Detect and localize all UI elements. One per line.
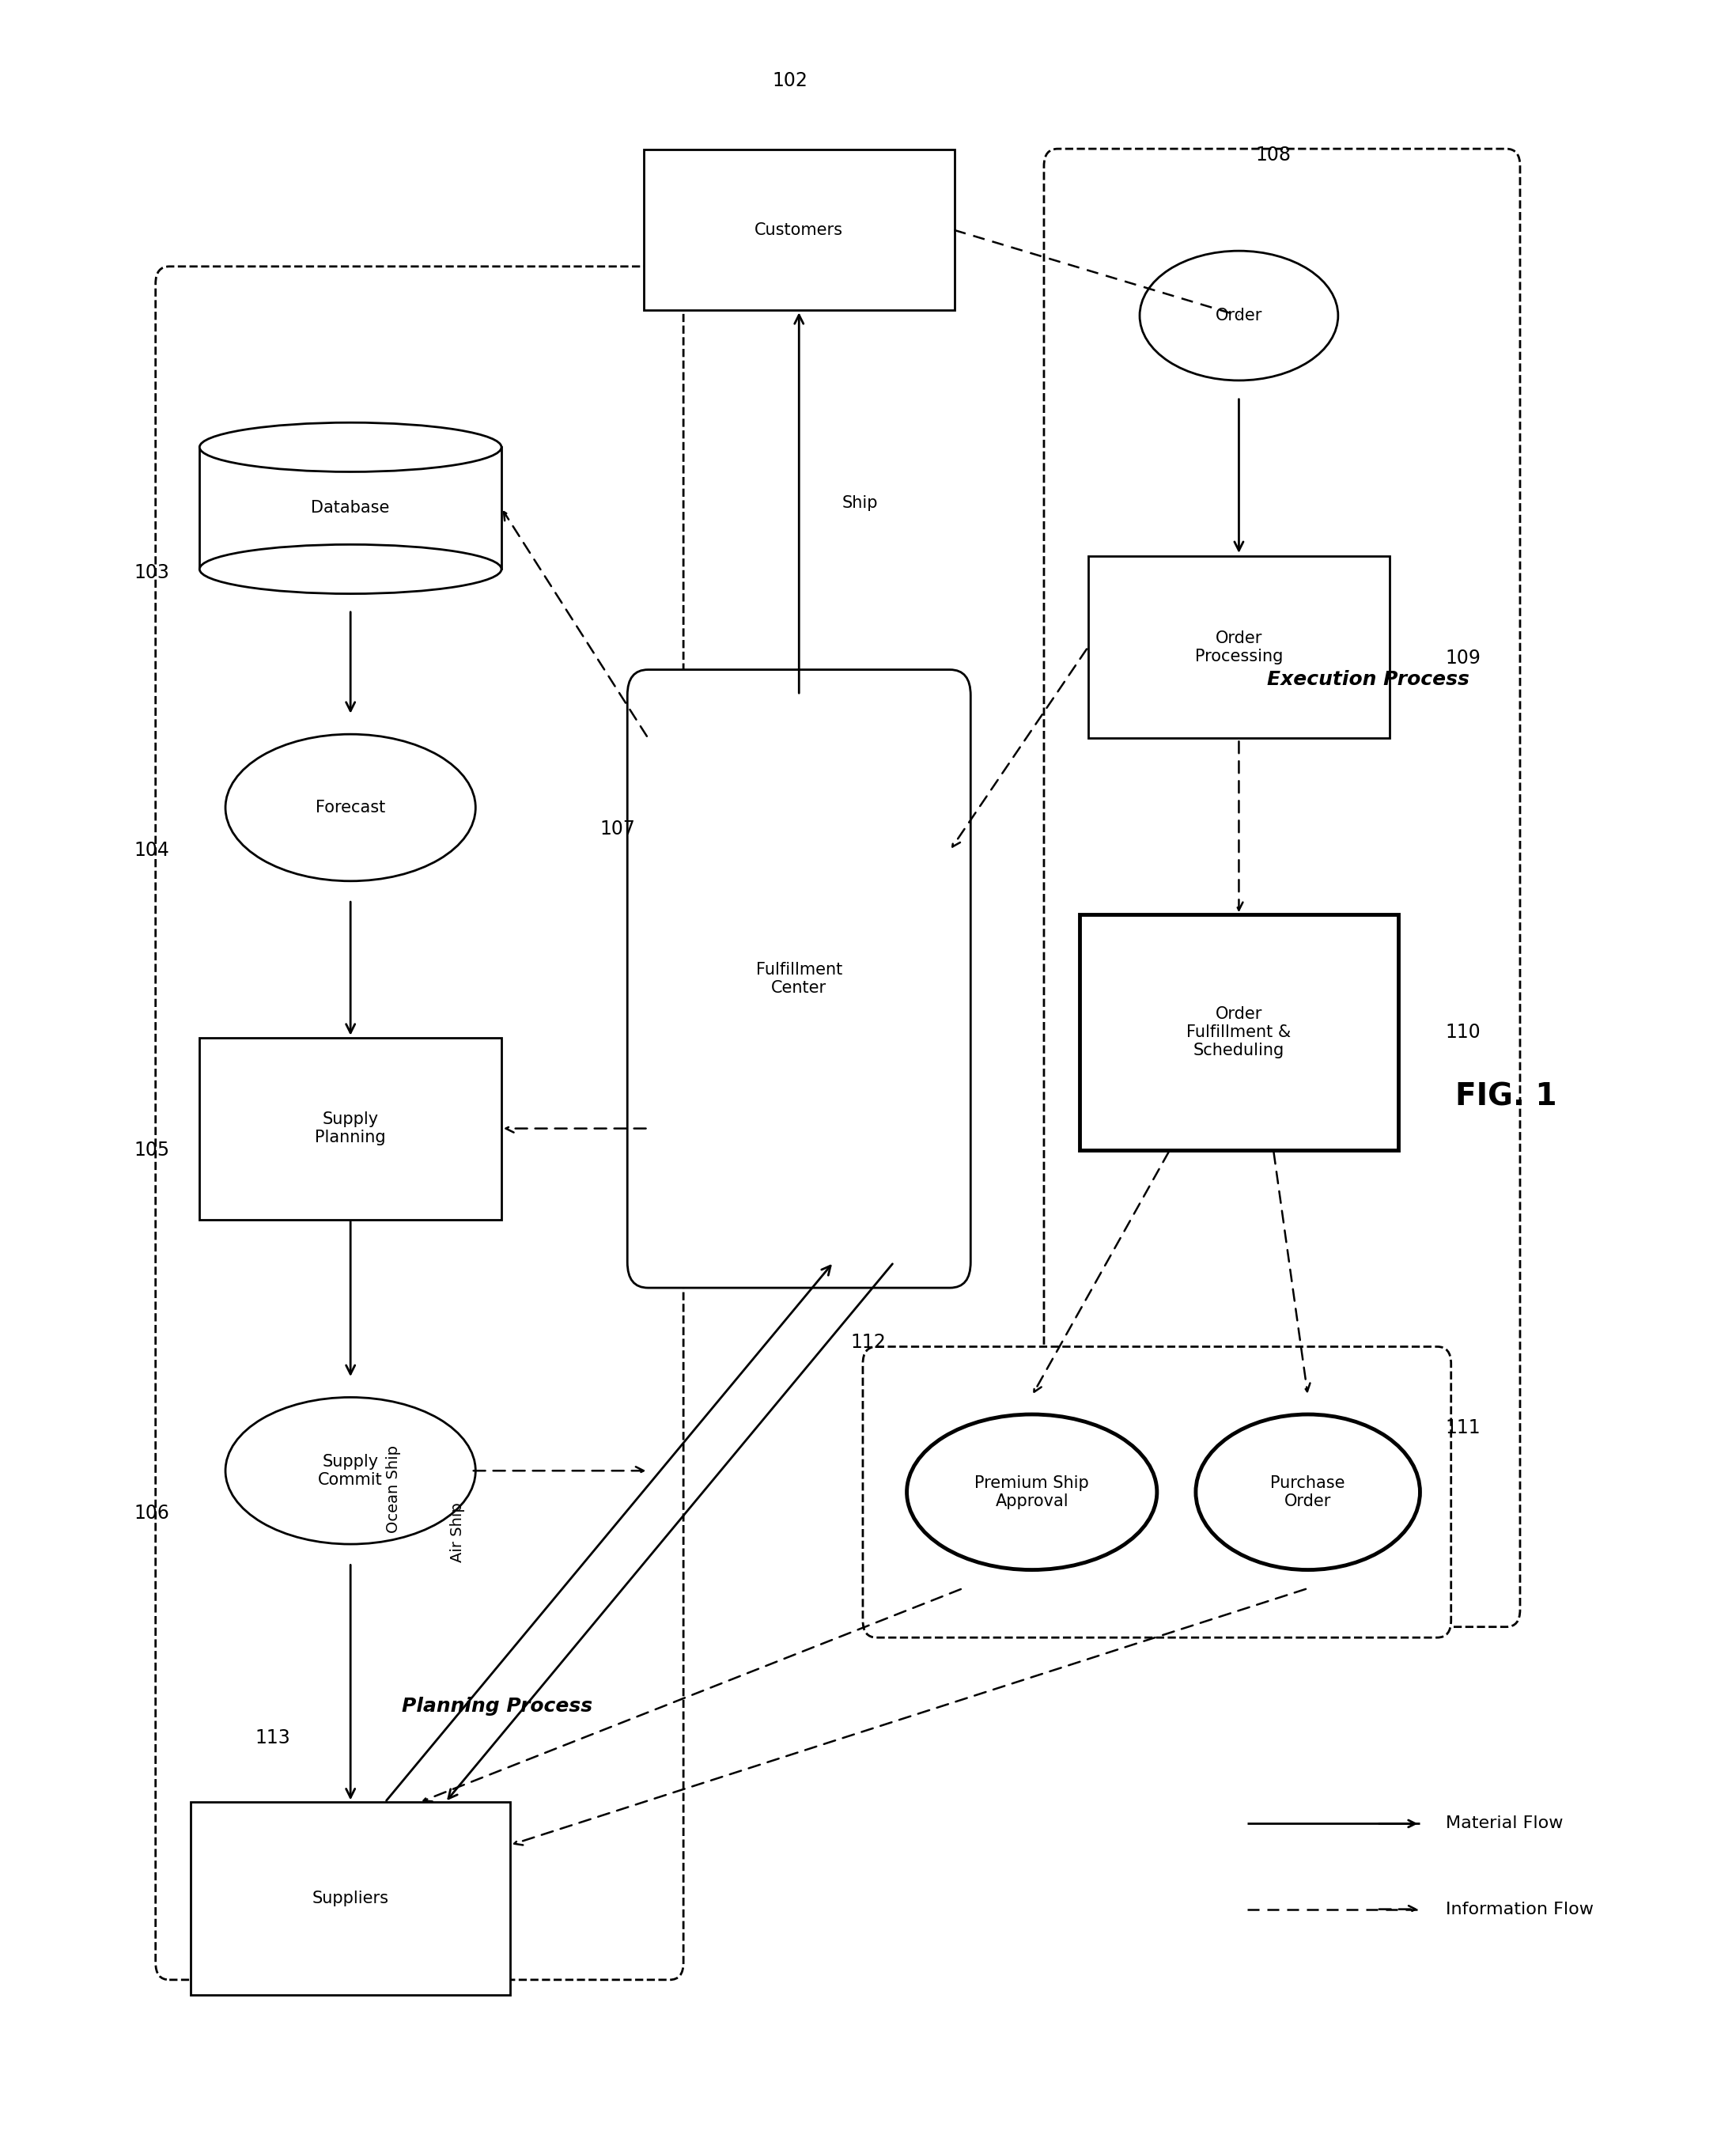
Text: Customers: Customers [755,221,844,239]
Text: Material Flow: Material Flow [1446,1817,1564,1832]
FancyBboxPatch shape [863,1346,1451,1638]
Text: 110: 110 [1446,1023,1481,1043]
Bar [200,447,502,570]
Text: Ship: Ship [842,494,878,512]
Text: Forecast: Forecast [316,800,385,815]
Ellipse shape [906,1415,1156,1570]
Text: 102: 102 [773,71,809,90]
Ellipse shape [200,544,502,593]
Text: Suppliers: Suppliers [312,1890,389,1907]
Text: Purchase
Order: Purchase Order [1271,1475,1345,1509]
Text: 109: 109 [1446,649,1481,666]
Text: 104: 104 [134,841,170,860]
Text: 112: 112 [851,1333,885,1352]
Text: Fulfillment
Center: Fulfillment Center [755,961,842,995]
Text: 113: 113 [255,1729,290,1748]
FancyBboxPatch shape [1088,557,1391,737]
Text: FIG. 1: FIG. 1 [1455,1081,1557,1112]
Ellipse shape [200,424,502,471]
FancyBboxPatch shape [644,150,955,310]
Text: 103: 103 [134,563,170,583]
Text: Supply
Commit: Supply Commit [318,1453,384,1488]
Text: Ocean Ship: Ocean Ship [385,1445,401,1533]
Text: 105: 105 [134,1140,170,1159]
Text: Air Ship: Air Ship [450,1503,465,1563]
Text: Premium Ship
Approval: Premium Ship Approval [974,1475,1088,1509]
Text: Order
Processing: Order Processing [1194,630,1283,664]
FancyBboxPatch shape [1043,148,1521,1628]
FancyBboxPatch shape [200,1038,502,1219]
Text: 108: 108 [1255,146,1292,166]
Text: 106: 106 [134,1505,170,1522]
Text: Execution Process: Execution Process [1267,671,1469,688]
FancyBboxPatch shape [191,1802,510,1995]
Text: Planning Process: Planning Process [401,1696,592,1716]
Text: Database: Database [311,501,391,516]
FancyBboxPatch shape [1080,914,1399,1150]
FancyBboxPatch shape [156,267,684,1980]
FancyBboxPatch shape [627,669,970,1288]
Text: Information Flow: Information Flow [1446,1901,1594,1918]
Text: Supply
Planning: Supply Planning [314,1112,385,1146]
Text: Order: Order [1215,307,1262,322]
Ellipse shape [226,1398,476,1544]
Text: Order
Fulfillment &
Scheduling: Order Fulfillment & Scheduling [1187,1006,1292,1058]
Text: 107: 107 [601,819,635,838]
Ellipse shape [1196,1415,1420,1570]
Ellipse shape [226,733,476,881]
Text: 111: 111 [1446,1419,1481,1438]
Ellipse shape [1141,252,1338,381]
